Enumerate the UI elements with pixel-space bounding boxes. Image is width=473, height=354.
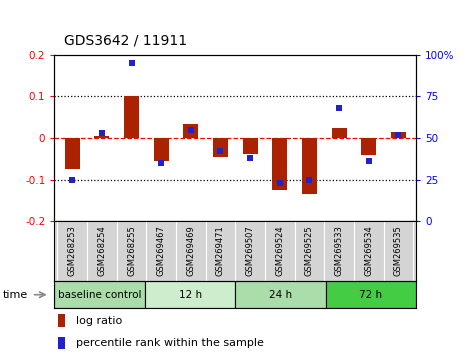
Bar [54,281,145,308]
Text: GSM269525: GSM269525 [305,225,314,276]
Text: GSM268253: GSM268253 [68,225,77,276]
Point [276,180,284,186]
Bar [391,132,406,138]
Bar [65,138,79,169]
Bar [124,97,139,138]
Text: GSM269507: GSM269507 [245,225,254,276]
Point [187,127,194,132]
Text: time: time [2,290,27,300]
Point [306,177,313,183]
Bar [361,138,376,155]
Text: GSM268254: GSM268254 [97,225,106,276]
Bar [332,128,347,138]
Bar [145,281,235,308]
Text: GSM269471: GSM269471 [216,225,225,276]
Bar [243,138,258,154]
Bar [58,337,64,349]
Bar [235,281,326,308]
Text: percentile rank within the sample: percentile rank within the sample [76,338,264,348]
Bar [58,314,64,327]
Text: log ratio: log ratio [76,316,123,326]
Point [246,155,254,161]
Text: baseline control: baseline control [58,290,141,300]
Text: GSM269533: GSM269533 [334,225,343,276]
Bar [326,281,416,308]
Point [128,61,135,66]
Bar [184,124,198,138]
Text: GSM269524: GSM269524 [275,225,284,276]
Text: 72 h: 72 h [359,290,383,300]
Point [217,149,224,154]
Text: GSM269469: GSM269469 [186,225,195,276]
Text: GSM269534: GSM269534 [364,225,373,276]
Bar [95,136,109,138]
Text: 12 h: 12 h [178,290,201,300]
Point [98,130,105,136]
Text: GDS3642 / 11911: GDS3642 / 11911 [64,34,187,48]
Point [335,105,343,111]
Bar [302,138,317,194]
Point [69,177,76,183]
Point [158,160,165,166]
Text: GSM269535: GSM269535 [394,225,403,276]
Text: GSM269467: GSM269467 [157,225,166,276]
Point [365,159,373,164]
Text: 24 h: 24 h [269,290,292,300]
Bar [213,138,228,157]
Point [394,132,402,138]
Bar [154,138,168,161]
Text: GSM268255: GSM268255 [127,225,136,276]
Bar [272,138,287,190]
